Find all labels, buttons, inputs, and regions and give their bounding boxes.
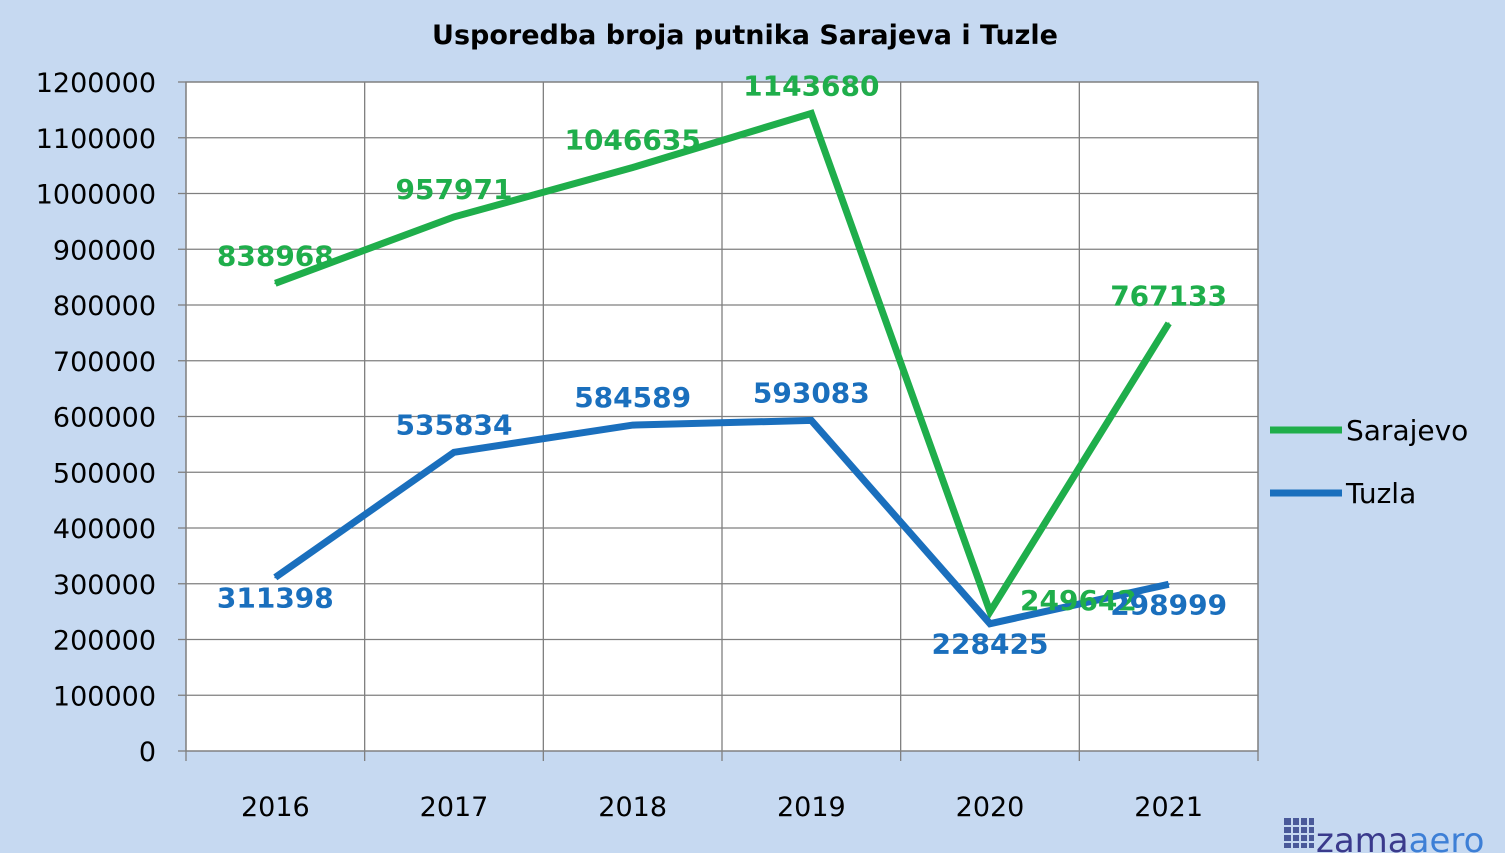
- x-tick-label: 2021: [1134, 792, 1203, 823]
- logo-text-aero: aero: [1409, 821, 1485, 853]
- series-layer: [273, 109, 1172, 628]
- data-point: [631, 166, 634, 169]
- data-point: [989, 622, 991, 625]
- y-tick-label: 300000: [53, 570, 156, 601]
- y-tick-label: 100000: [53, 681, 156, 712]
- data-point: [989, 610, 991, 613]
- x-tick-label: 2016: [241, 792, 310, 823]
- data-point: [274, 282, 277, 285]
- data-label: 593083: [753, 376, 870, 409]
- y-tick-label: 900000: [53, 235, 156, 266]
- legend-label: Tuzla: [1345, 477, 1416, 510]
- x-tick-label: 2019: [777, 792, 846, 823]
- y-tick-label: 1100000: [36, 124, 156, 155]
- data-label: 838968: [217, 239, 334, 272]
- y-tick-label: 200000: [53, 626, 156, 657]
- label-layer: 838968 957971 1046635 1143680 249642 767133 31…: [217, 69, 1227, 660]
- x-tick-label: 2020: [956, 792, 1025, 823]
- data-point: [1167, 322, 1170, 325]
- y-tick-label: 600000: [53, 403, 156, 434]
- data-label: 535834: [396, 408, 513, 441]
- x-tick-label: 2018: [598, 792, 667, 823]
- zamaaero-logo: zamaaero: [1284, 818, 1484, 858]
- y-tick-label: 1200000: [36, 68, 156, 99]
- y-tick-label: 0: [139, 737, 156, 768]
- legend: Sarajevo Tuzla: [1270, 414, 1468, 510]
- series-line-tuzla: [273, 416, 1170, 628]
- svg-text:zamaaero: zamaaero: [1316, 821, 1484, 853]
- y-tick-label: 700000: [53, 347, 156, 378]
- data-label: 1143680: [743, 69, 879, 102]
- data-label: 584589: [574, 381, 691, 414]
- data-point: [453, 451, 455, 454]
- data-point: [631, 424, 634, 427]
- data-point: [453, 215, 455, 218]
- y-tick-label: 800000: [53, 291, 156, 322]
- data-point: [810, 419, 813, 422]
- legend-label: Sarajevo: [1346, 414, 1468, 447]
- data-label: 957971: [396, 173, 513, 206]
- data-point: [1167, 583, 1170, 586]
- data-label: 1046635: [564, 124, 700, 157]
- data-label: 767133: [1110, 279, 1227, 312]
- data-point: [810, 112, 813, 115]
- data-label: 249642: [1020, 584, 1137, 617]
- grid-square-icon: [1284, 818, 1314, 848]
- axis-layer: 0 100000 200000 300000 400000 500000 600000 700…: [36, 68, 1203, 823]
- y-tick-label: 500000: [53, 458, 156, 489]
- data-label: 228425: [932, 628, 1049, 661]
- x-tick-label: 2017: [420, 792, 489, 823]
- logo-text-zama: zama: [1316, 821, 1409, 853]
- chart-title: Usporedba broja putnika Sarajeva i Tuzle: [432, 20, 1058, 51]
- data-label: 311398: [217, 581, 334, 614]
- y-tick-label: 1000000: [36, 180, 156, 211]
- data-point: [274, 576, 277, 579]
- series-line-sarajevo: [274, 109, 1172, 620]
- data-label: 298999: [1110, 588, 1227, 621]
- y-tick-label: 400000: [53, 514, 156, 545]
